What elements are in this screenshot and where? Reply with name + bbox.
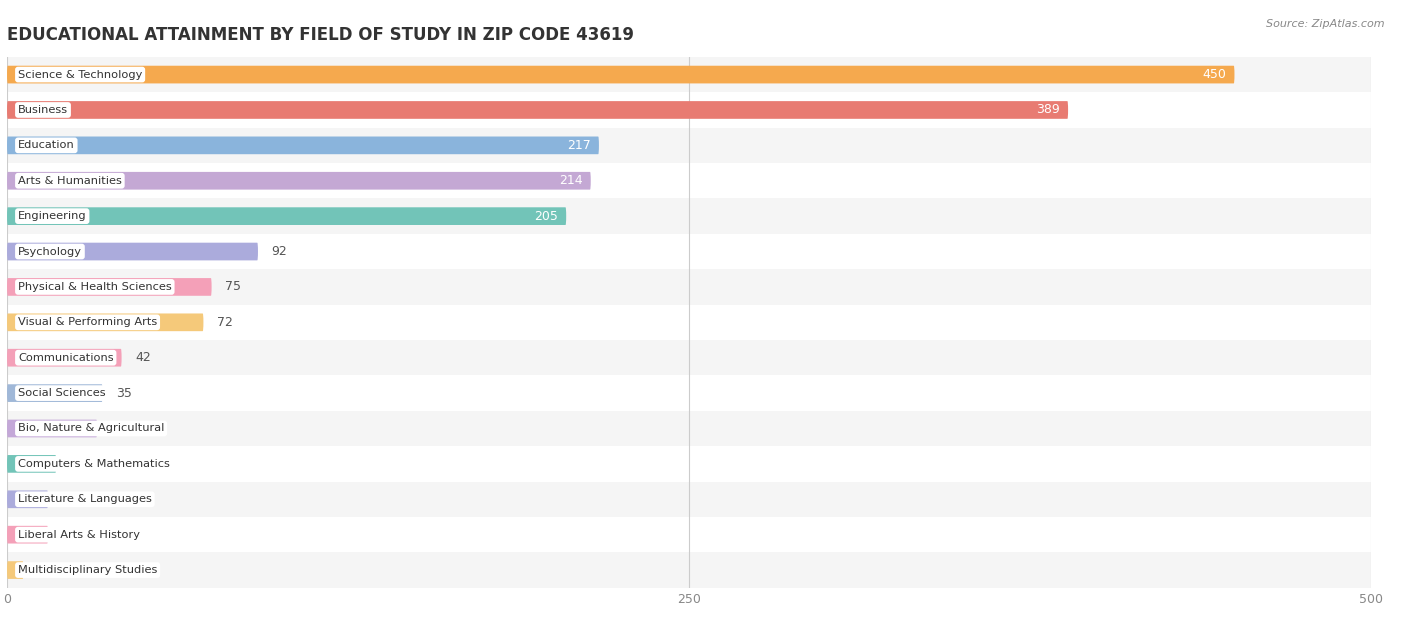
Bar [7, 92, 1371, 128]
FancyBboxPatch shape [7, 278, 212, 296]
Text: Visual & Performing Arts: Visual & Performing Arts [18, 317, 157, 327]
Text: Social Sciences: Social Sciences [18, 388, 105, 398]
Bar [7, 482, 1371, 517]
FancyBboxPatch shape [7, 66, 1234, 83]
Bar [7, 305, 1371, 340]
Text: 389: 389 [1036, 104, 1060, 116]
Text: Bio, Nature & Agricultural: Bio, Nature & Agricultural [18, 423, 165, 434]
FancyBboxPatch shape [7, 420, 97, 437]
Text: 18: 18 [70, 458, 86, 470]
FancyBboxPatch shape [7, 313, 204, 331]
Text: Computers & Mathematics: Computers & Mathematics [18, 459, 170, 469]
FancyBboxPatch shape [7, 207, 567, 225]
Text: Education: Education [18, 140, 75, 150]
Bar [7, 198, 1371, 234]
FancyBboxPatch shape [7, 526, 48, 544]
Text: EDUCATIONAL ATTAINMENT BY FIELD OF STUDY IN ZIP CODE 43619: EDUCATIONAL ATTAINMENT BY FIELD OF STUDY… [7, 26, 634, 44]
Text: Psychology: Psychology [18, 246, 82, 257]
Text: 6: 6 [37, 564, 45, 576]
Bar [7, 517, 1371, 552]
Text: Source: ZipAtlas.com: Source: ZipAtlas.com [1267, 19, 1385, 29]
Text: Physical & Health Sciences: Physical & Health Sciences [18, 282, 172, 292]
Bar [7, 128, 1371, 163]
Text: Liberal Arts & History: Liberal Arts & History [18, 530, 141, 540]
FancyBboxPatch shape [7, 137, 599, 154]
Text: 217: 217 [567, 139, 591, 152]
Bar [7, 163, 1371, 198]
Text: 92: 92 [271, 245, 287, 258]
Text: 75: 75 [225, 281, 242, 293]
Bar [7, 269, 1371, 305]
Text: Multidisciplinary Studies: Multidisciplinary Studies [18, 565, 157, 575]
Text: Engineering: Engineering [18, 211, 87, 221]
Text: 42: 42 [135, 351, 150, 364]
Bar [7, 57, 1371, 92]
Bar [7, 340, 1371, 375]
FancyBboxPatch shape [7, 101, 1069, 119]
Bar [7, 552, 1371, 588]
Text: Business: Business [18, 105, 67, 115]
Text: 72: 72 [217, 316, 233, 329]
Text: 205: 205 [534, 210, 558, 222]
FancyBboxPatch shape [7, 561, 24, 579]
Text: 15: 15 [62, 528, 77, 541]
FancyBboxPatch shape [7, 172, 591, 190]
Text: 214: 214 [560, 174, 582, 187]
FancyBboxPatch shape [7, 490, 48, 508]
FancyBboxPatch shape [7, 349, 121, 367]
Text: Literature & Languages: Literature & Languages [18, 494, 152, 504]
Text: Science & Technology: Science & Technology [18, 70, 142, 80]
Text: 15: 15 [62, 493, 77, 506]
Bar [7, 446, 1371, 482]
Text: 450: 450 [1202, 68, 1226, 81]
FancyBboxPatch shape [7, 455, 56, 473]
Text: 35: 35 [117, 387, 132, 399]
Text: Communications: Communications [18, 353, 114, 363]
Text: 33: 33 [111, 422, 127, 435]
Bar [7, 411, 1371, 446]
Bar [7, 375, 1371, 411]
Text: Arts & Humanities: Arts & Humanities [18, 176, 122, 186]
FancyBboxPatch shape [7, 384, 103, 402]
Bar [7, 234, 1371, 269]
FancyBboxPatch shape [7, 243, 257, 260]
